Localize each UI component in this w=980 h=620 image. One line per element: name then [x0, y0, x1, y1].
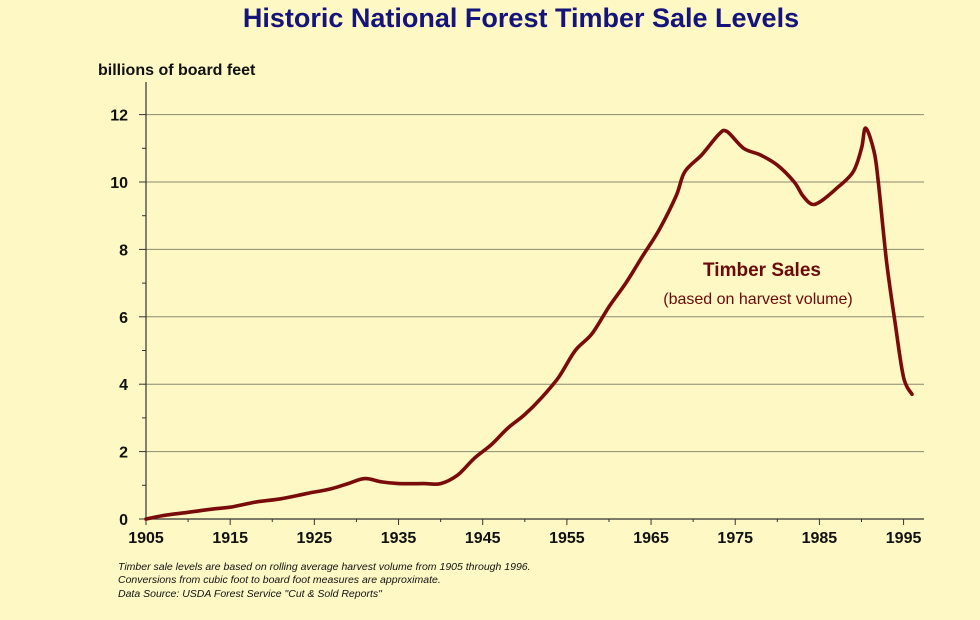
footnote-3: Data Source: USDA Forest Service "Cut & …: [118, 588, 383, 600]
x-tick-label: 1985: [802, 530, 838, 547]
x-tick-label: 1925: [297, 530, 333, 547]
x-tick-label: 1935: [381, 530, 417, 547]
x-tick-label: 1995: [886, 530, 922, 547]
y-tick-labels: 0 2 4 6 8 10 12: [110, 108, 128, 529]
y-tick-label: 2: [119, 445, 128, 462]
series-line-timber-sales: [144, 126, 914, 521]
footnote-1: Timber sale levels are based on rolling …: [118, 561, 531, 573]
y-tick-label: 12: [110, 108, 128, 125]
y-axis-label: billions of board feet: [98, 62, 256, 79]
x-tick-labels: 1905 1915 1925 1935 1945 1955 1965 1975 1985 1995: [128, 530, 921, 547]
x-tick-label: 1975: [717, 530, 753, 547]
y-tick-label: 10: [110, 175, 128, 192]
gridlines: [146, 114, 924, 453]
y-tick-label: 6: [119, 310, 128, 327]
chart-title: Historic National Forest Timber Sale Lev…: [243, 3, 799, 33]
footnote-2: Conversions from cubic foot to board foo…: [118, 574, 441, 586]
annotation-title: Timber Sales: [703, 260, 821, 281]
annotation-subtitle: (based on harvest volume): [663, 291, 852, 308]
x-tick-label: 1945: [465, 530, 501, 547]
x-tick-label: 1955: [549, 530, 585, 547]
y-tick-label: 0: [119, 512, 128, 529]
y-tick-label: 4: [119, 377, 128, 394]
x-tick-label: 1965: [633, 530, 669, 547]
x-tick-label: 1915: [212, 530, 248, 547]
axes: [139, 82, 924, 525]
series-layer: [144, 126, 914, 521]
x-tick-label: 1905: [128, 530, 164, 547]
y-tick-label: 8: [119, 242, 128, 259]
